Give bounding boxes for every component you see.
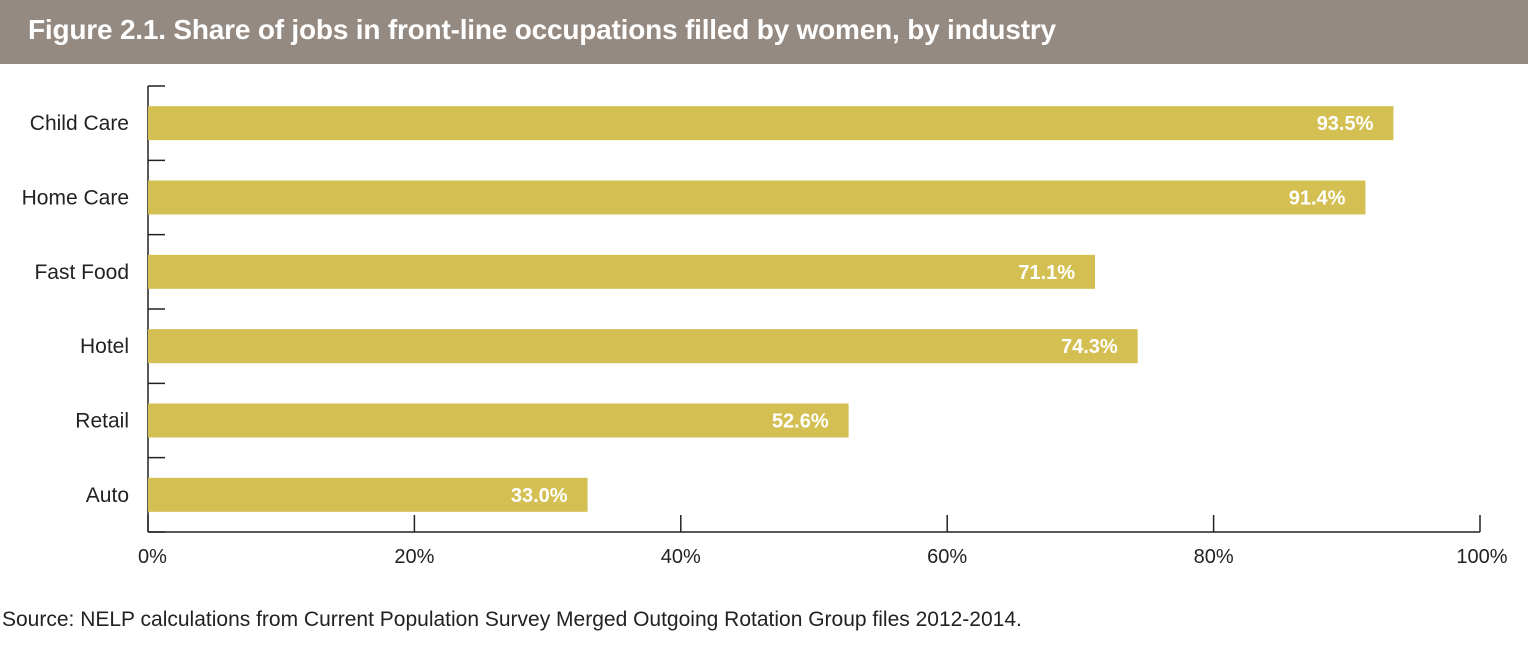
figure-title: Figure 2.1. Share of jobs in front-line … (28, 14, 1056, 45)
data-label: 74.3% (1061, 336, 1118, 358)
x-tick-label: 0% (138, 546, 167, 568)
x-tick-label: 40% (661, 546, 701, 568)
data-label: 71.1% (1018, 262, 1075, 284)
bar (148, 106, 1394, 141)
x-tick-label: 100% (1456, 546, 1507, 568)
bar-chart: Child Care 93.5% Home Care 91.4% Fast Food 71… (22, 85, 1508, 568)
source-note: Source: NELP calculations from Current P… (2, 608, 1022, 631)
bar (148, 329, 1138, 364)
data-label: 91.4% (1289, 188, 1346, 210)
category-label: Hotel (80, 335, 129, 358)
category-label: Home Care (22, 187, 129, 210)
data-label: 93.5% (1317, 113, 1374, 135)
x-tick-label: 20% (394, 546, 434, 568)
x-tick-label: 60% (927, 546, 967, 568)
bar (148, 477, 588, 512)
data-label: 52.6% (772, 411, 829, 433)
category-label: Fast Food (34, 261, 129, 284)
bar (148, 403, 849, 438)
category-label: Child Care (30, 112, 129, 135)
figure-header: Figure 2.1. Share of jobs in front-line … (0, 0, 1528, 64)
x-tick-label: 80% (1194, 546, 1234, 568)
bar (148, 254, 1096, 289)
data-label: 33.0% (511, 485, 568, 507)
bar (148, 180, 1366, 215)
category-label: Retail (75, 410, 129, 433)
category-label: Auto (86, 484, 129, 507)
